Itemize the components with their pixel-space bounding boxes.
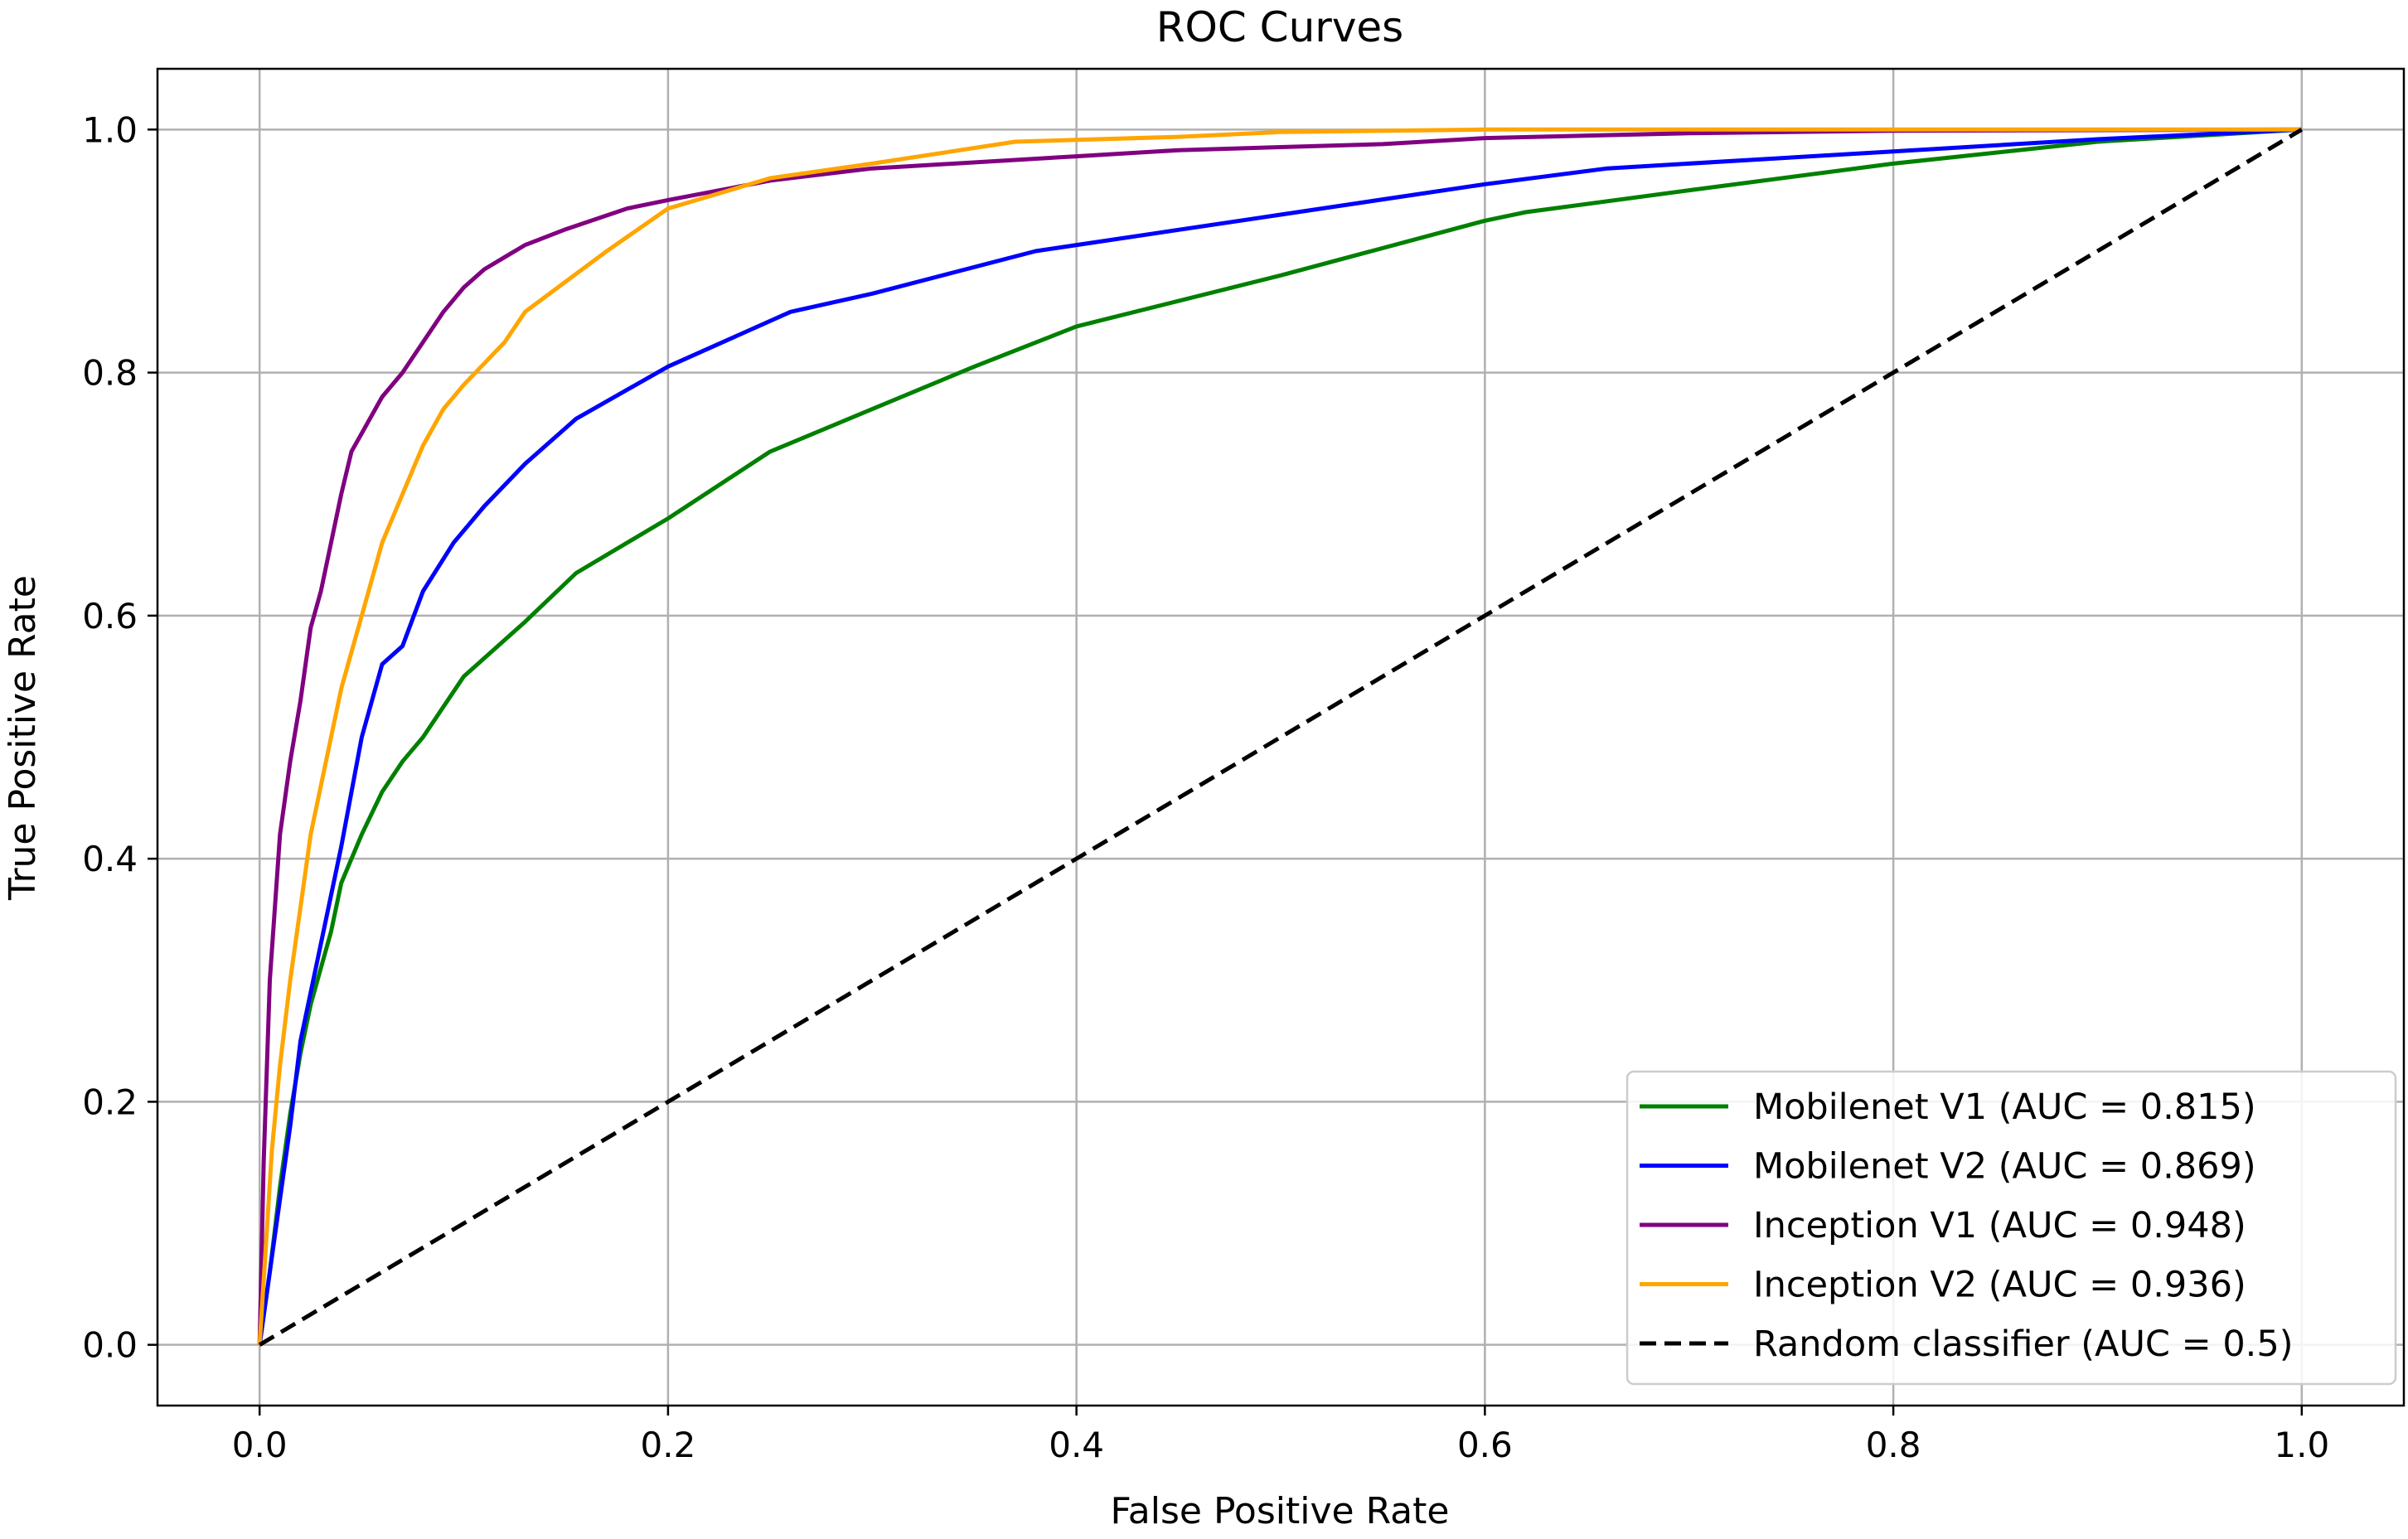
plot-series: [257, 127, 2304, 1347]
y-tick-label: 0.0: [82, 1325, 138, 1366]
y-tick-label: 1.0: [82, 109, 138, 150]
x-tick-label: 0.4: [1049, 1425, 1104, 1465]
series-line: [258, 128, 2304, 1347]
series-line: [257, 127, 2302, 1346]
x-tick-label: 0.6: [1457, 1425, 1513, 1465]
x-tick-label: 0.8: [1866, 1425, 1921, 1465]
series-line: [257, 127, 2302, 1345]
y-axis-label: True Positive Rate: [2, 575, 44, 901]
series-line: [257, 127, 2302, 1345]
legend-label: Mobilenet V2 (AUC = 0.869): [1753, 1146, 2256, 1188]
y-tick-label: 0.6: [82, 596, 138, 636]
grid-lines: [157, 69, 2404, 1406]
legend-label: Mobilenet V1 (AUC = 0.815): [1753, 1086, 2256, 1128]
legend-box: [1626, 1070, 2397, 1386]
plot-frame: [156, 67, 2406, 1407]
legend: Mobilenet V1 (AUC = 0.815) Mobilenet V2 (…: [1626, 1070, 2397, 1386]
y-tick-label: 0.2: [82, 1082, 138, 1122]
y-tick-label: 0.4: [82, 839, 138, 879]
legend-label: Inception V1 (AUC = 0.948): [1753, 1205, 2246, 1246]
x-tick-label: 0.0: [232, 1425, 288, 1465]
axis-ticks: 0.0 0.2 0.4 0.6 0.8 1.0 0.0 0.2 0.4 0.6 0.8 1.0: [82, 109, 2329, 1465]
series-line: [257, 127, 2302, 1346]
x-tick-label: 0.2: [641, 1425, 696, 1465]
chart-title: ROC Curves: [1156, 3, 1403, 51]
legend-label: Random classifier (AUC = 0.5): [1753, 1324, 2294, 1365]
x-axis-label: False Positive Rate: [1111, 1490, 1450, 1532]
x-tick-label: 1.0: [2274, 1425, 2329, 1465]
legend-label: Inception V2 (AUC = 0.936): [1753, 1265, 2246, 1306]
y-tick-label: 0.8: [82, 353, 138, 394]
